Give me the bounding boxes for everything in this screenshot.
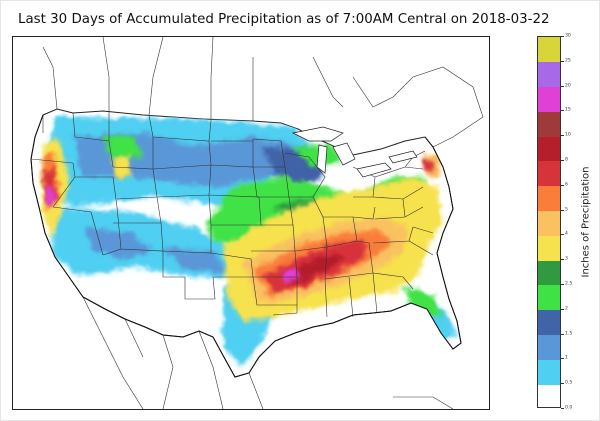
colorbar-segment: [538, 161, 560, 187]
colorbar-tick-label: 20: [565, 83, 571, 89]
colorbar-tick-mark: [561, 36, 564, 37]
colorbar-tick-mark: [561, 333, 564, 335]
colorbar-tick-mark: [561, 160, 564, 161]
colorbar-segment: [538, 111, 560, 137]
colorbar-tick-mark: [561, 259, 564, 261]
colorbar-tick-mark: [561, 209, 564, 211]
colorbar-tick-mark: [561, 184, 564, 186]
colorbar-segment: [538, 37, 560, 63]
colorbar-segment: [538, 185, 560, 212]
colorbar-segment: [538, 260, 560, 286]
colorbar-tick-mark: [561, 234, 564, 236]
colorbar-tick-label: 0.5: [565, 380, 573, 386]
colorbar-segment: [538, 359, 560, 385]
colorbar-tick-label: 1.5: [565, 331, 573, 337]
colorbar-label: Inches of Precipitation: [580, 166, 592, 278]
colorbar-segment: [538, 136, 560, 162]
international-borders: [42, 37, 484, 409]
colorbar-tick-label: 30: [565, 33, 571, 39]
colorbar-tick-mark: [561, 60, 564, 62]
colorbar: [537, 36, 561, 408]
colorbar-tick-label: 15: [565, 107, 571, 113]
colorbar-tick-label: 0.0: [565, 405, 573, 411]
precip-map: [12, 36, 490, 410]
great-lakes: [291, 126, 418, 178]
colorbar-tick-label: 10: [565, 132, 571, 138]
colorbar-segment: [538, 235, 560, 261]
colorbar-tick-label: 25: [565, 58, 571, 64]
colorbar-tick-mark: [561, 135, 564, 137]
colorbar-tick-label: 6: [565, 182, 568, 188]
colorbar-tick-label: 2: [565, 306, 568, 312]
colorbar-tick-label: 8: [565, 157, 568, 163]
colorbar-tick-mark: [561, 408, 564, 409]
colorbar-segment: [538, 384, 560, 407]
colorbar-tick-mark: [561, 308, 564, 310]
state-borders: [30, 111, 434, 318]
precip-map-svg: [30, 37, 484, 409]
colorbar-tick-mark: [561, 383, 564, 385]
colorbar-segment: [538, 309, 560, 336]
colorbar-tick-label: 4: [565, 231, 568, 237]
page-title: Last 30 Days of Accumulated Precipitatio…: [18, 12, 550, 27]
colorbar-tick-label: 1: [565, 355, 568, 361]
colorbar-segment: [538, 285, 560, 311]
colorbar-segment: [538, 86, 560, 112]
colorbar-segment: [538, 210, 560, 236]
us-coastline: [30, 114, 462, 378]
colorbar-segment: [538, 61, 560, 88]
colorbar-tick-mark: [561, 358, 564, 360]
colorbar-tick-label: 5: [565, 207, 568, 213]
colorbar-tick-mark: [561, 110, 564, 112]
colorbar-tick-label: 3: [565, 256, 568, 262]
colorbar-tick-mark: [561, 85, 564, 87]
colorbar-segment: [538, 334, 560, 360]
colorbar-tick-mark: [561, 284, 564, 285]
colorbar-tick-label: 2.5: [565, 281, 573, 287]
